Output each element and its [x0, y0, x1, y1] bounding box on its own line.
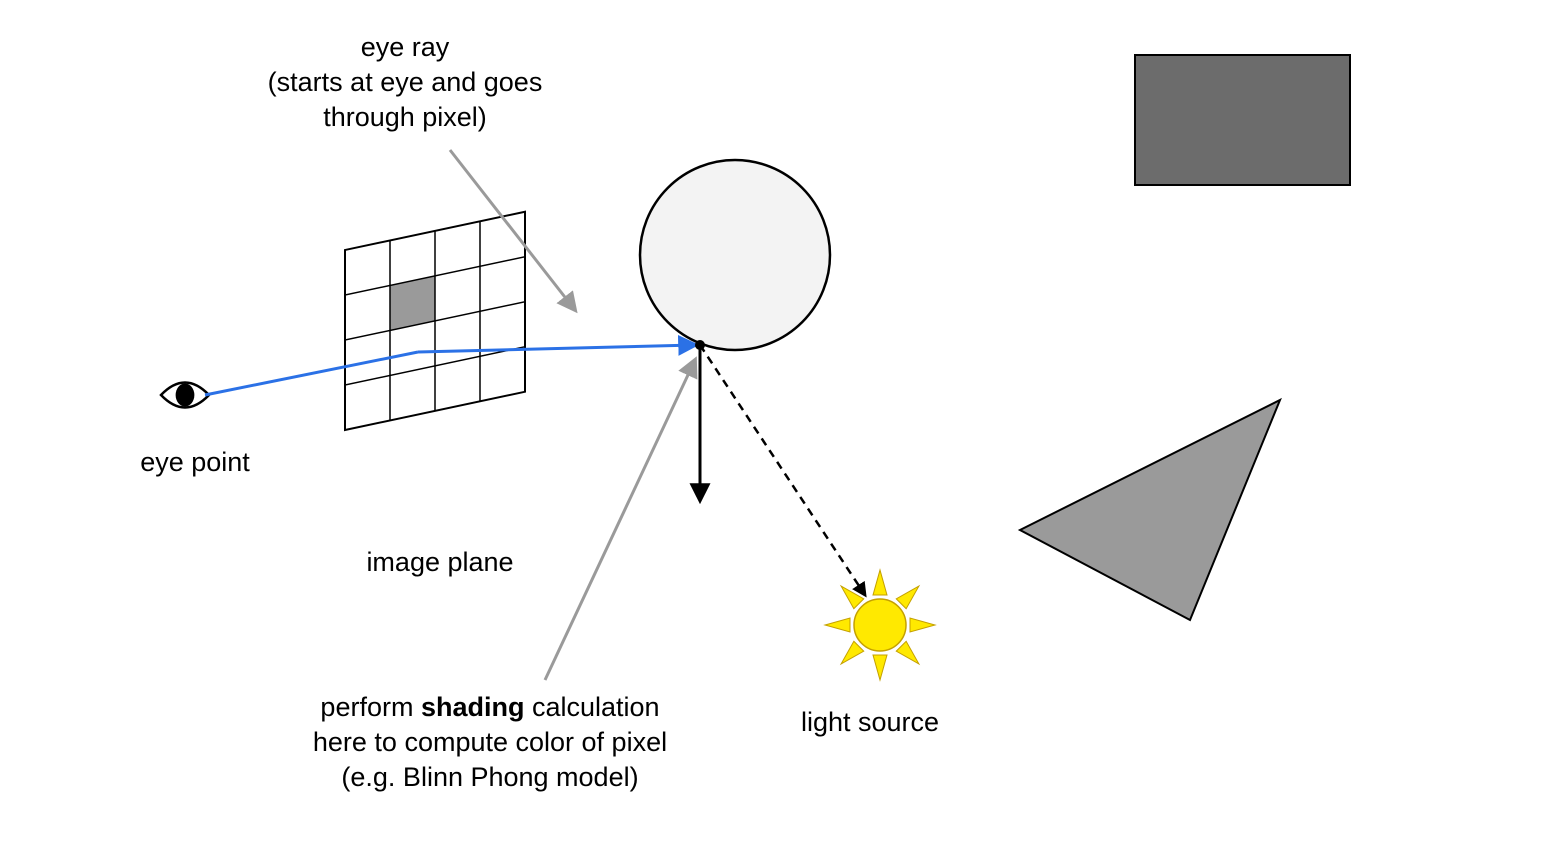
scene-rectangle	[1135, 55, 1350, 185]
eye-icon	[161, 383, 209, 408]
scene-sphere	[640, 160, 830, 350]
label-eye-ray: eye ray (starts at eye and goes through …	[245, 30, 565, 135]
annotation-arrow-eye-ray	[450, 150, 575, 310]
label-eye-ray-line1: eye ray	[361, 32, 450, 62]
label-eye-ray-line3: through pixel)	[323, 102, 487, 132]
scene-triangle	[1020, 400, 1280, 620]
label-light-source: light source	[770, 705, 970, 740]
label-eye-point: eye point	[115, 445, 275, 480]
label-shading-line2: here to compute color of pixel	[313, 727, 667, 757]
annotation-arrow-shading	[545, 360, 695, 680]
label-shading-line1: perform shading calculation	[320, 692, 659, 722]
eye-ray-seg1	[205, 352, 418, 395]
label-image-plane: image plane	[340, 545, 540, 580]
label-eye-ray-line2: (starts at eye and goes	[268, 67, 543, 97]
label-shading: perform shading calculation here to comp…	[280, 690, 700, 795]
shadow-ray	[700, 345, 865, 595]
image-plane-grid	[345, 212, 525, 430]
label-shading-line3: (e.g. Blinn Phong model)	[341, 762, 638, 792]
eye-ray-seg2	[418, 345, 695, 352]
light-source-icon	[825, 570, 935, 680]
diagram-stage: eye ray (starts at eye and goes through …	[0, 0, 1568, 848]
